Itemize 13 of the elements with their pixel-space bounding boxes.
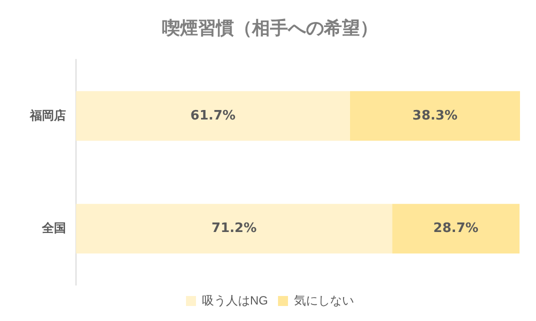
bar: [76, 91, 350, 141]
data-label: 28.7%: [433, 221, 478, 236]
chart-title: 喫煙習慣（相手への希望）: [162, 18, 378, 38]
bar: [392, 204, 520, 254]
y-tick-label: 福岡店: [29, 108, 66, 122]
legend-label: 気にしない: [294, 293, 354, 308]
data-label: 38.3%: [412, 108, 458, 124]
legend-label: 吸う人はNG: [202, 293, 268, 308]
data-label: 61.7%: [190, 108, 236, 124]
y-tick-label: 全国: [41, 220, 66, 235]
bar: [76, 204, 392, 254]
bar: [350, 91, 520, 141]
data-label: 71.2%: [212, 221, 257, 236]
